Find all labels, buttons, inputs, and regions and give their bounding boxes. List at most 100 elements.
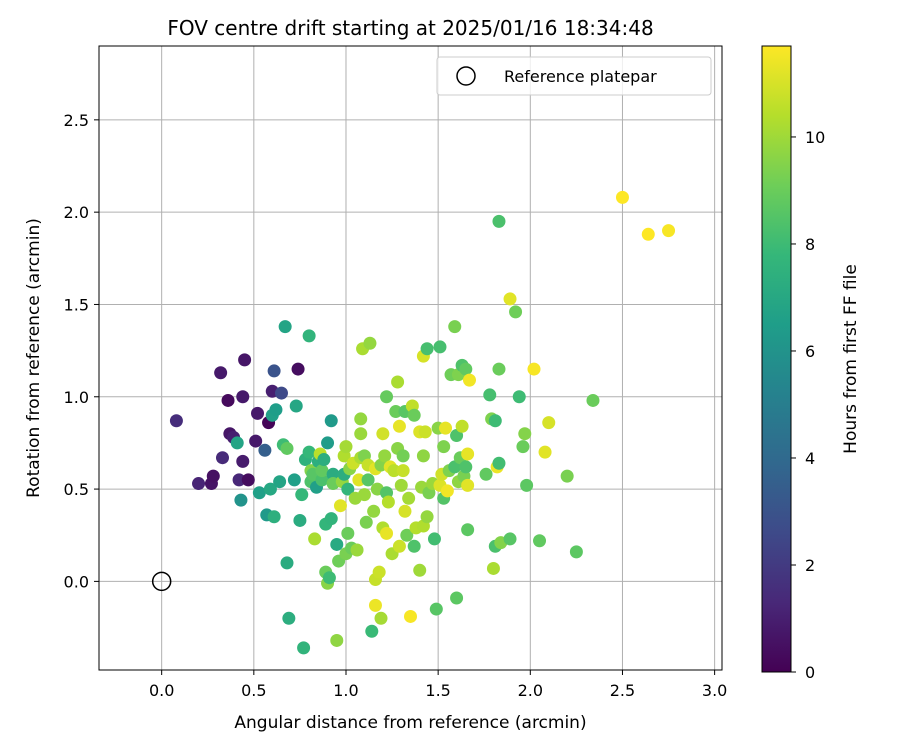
y-tick-label: 2.0 <box>64 203 89 222</box>
colorbar-tick-label: 8 <box>805 235 815 254</box>
scatter-point <box>615 190 629 204</box>
scatter-point <box>321 436 335 450</box>
scatter-point <box>533 534 547 548</box>
chart-title: FOV centre drift starting at 2025/01/16 … <box>167 16 653 40</box>
scatter-point <box>354 427 368 441</box>
scatter-point <box>380 526 394 540</box>
scatter-point <box>230 436 244 450</box>
x-tick-label: 2.5 <box>610 681 635 700</box>
scatter-point <box>392 539 406 553</box>
scatter-point <box>361 473 375 487</box>
scatter-point <box>394 478 408 492</box>
scatter-point <box>404 609 417 623</box>
scatter-point <box>206 469 220 483</box>
scatter-point <box>381 495 395 509</box>
scatter-point <box>407 408 421 422</box>
scatter-point <box>236 454 250 468</box>
scatter-point <box>363 336 377 350</box>
scatter-point <box>365 624 379 638</box>
y-tick-label: 1.5 <box>64 295 89 314</box>
scatter-point <box>439 421 453 435</box>
scatter-point <box>258 443 272 457</box>
scatter-point <box>380 390 394 404</box>
scatter-point <box>252 486 266 500</box>
scatter-point <box>483 388 497 402</box>
x-axis-ticks: 0.0 0.5 1.0 1.5 2.0 2.5 3.0 <box>149 670 727 700</box>
scatter-point <box>368 598 382 612</box>
x-tick-label: 2.0 <box>518 681 543 700</box>
y-axis-label: Rotation from reference (arcmin) <box>24 218 44 498</box>
scatter-point <box>215 451 229 465</box>
scatter-point <box>461 478 475 492</box>
scatter-point <box>333 499 347 513</box>
scatter-point <box>374 611 388 625</box>
scatter-point <box>402 491 416 505</box>
scatter-point <box>398 504 412 518</box>
scatter-point <box>302 445 316 459</box>
scatter-point <box>376 427 390 441</box>
scatter-point <box>420 342 434 356</box>
scatter-point <box>324 512 338 526</box>
colorbar-tick-label: 0 <box>805 663 815 682</box>
scatter-point <box>297 641 311 655</box>
reference-platepar-marker <box>151 571 172 592</box>
scatter-point <box>437 440 451 454</box>
scatter-point <box>389 405 403 419</box>
y-axis-ticks: 0.0 0.5 1.0 1.5 2.0 2.5 <box>64 111 99 591</box>
x-tick-label: 1.0 <box>333 681 358 700</box>
scatter-point <box>542 416 556 430</box>
scatter-point <box>236 390 250 404</box>
scatter-point <box>308 532 322 546</box>
scatter-point <box>560 469 574 483</box>
colorbar <box>761 45 792 673</box>
scatter-point <box>330 633 344 647</box>
scatter-point <box>249 434 263 448</box>
y-tick-label: 0.0 <box>64 572 89 591</box>
x-tick-label: 1.5 <box>425 681 450 700</box>
scatter-point <box>433 340 447 354</box>
scatter-point <box>396 449 410 463</box>
colorbar-ticks: 0 2 4 6 8 10 <box>791 128 825 682</box>
scatter-point <box>267 510 281 524</box>
legend-marker-reference <box>456 66 476 86</box>
scatter-point <box>440 484 454 498</box>
scatter-point <box>450 591 464 605</box>
scatter-point <box>396 464 410 478</box>
scatter-point <box>322 571 336 585</box>
reference-layer <box>151 571 172 592</box>
scatter-point <box>359 515 373 529</box>
scatter-point <box>287 473 301 487</box>
scatter-point <box>372 565 386 579</box>
scatter-point <box>315 473 329 487</box>
scatter-point <box>169 414 183 428</box>
scatter-point <box>392 419 406 433</box>
scatter-point <box>538 445 552 459</box>
scatter-point <box>339 440 353 454</box>
scatter-points <box>169 190 676 655</box>
scatter-point <box>317 453 331 467</box>
scatter-point <box>367 504 381 518</box>
scatter-point <box>267 364 281 378</box>
scatter-point <box>289 399 303 413</box>
y-tick-label: 2.5 <box>64 111 89 130</box>
scatter-point <box>492 456 506 470</box>
scatter-point <box>234 493 248 507</box>
colorbar-label: Hours from first FF file <box>841 264 861 454</box>
scatter-point <box>241 473 255 487</box>
legend-label-reference: Reference platepar <box>504 67 657 86</box>
scatter-point <box>503 292 517 306</box>
x-tick-label: 3.0 <box>702 681 727 700</box>
scatter-point <box>251 406 265 420</box>
scatter-point <box>462 373 476 387</box>
scatter-point <box>662 224 676 238</box>
scatter-point <box>263 482 277 496</box>
scatter-point <box>492 214 506 228</box>
scatter-point <box>302 329 316 343</box>
scatter-point <box>341 482 355 496</box>
legend: Reference platepar <box>436 56 712 96</box>
scatter-point <box>330 537 344 551</box>
y-tick-label: 0.5 <box>64 480 89 499</box>
scatter-point <box>269 403 283 417</box>
scatter-point <box>429 602 443 616</box>
scatter-point <box>378 449 392 463</box>
